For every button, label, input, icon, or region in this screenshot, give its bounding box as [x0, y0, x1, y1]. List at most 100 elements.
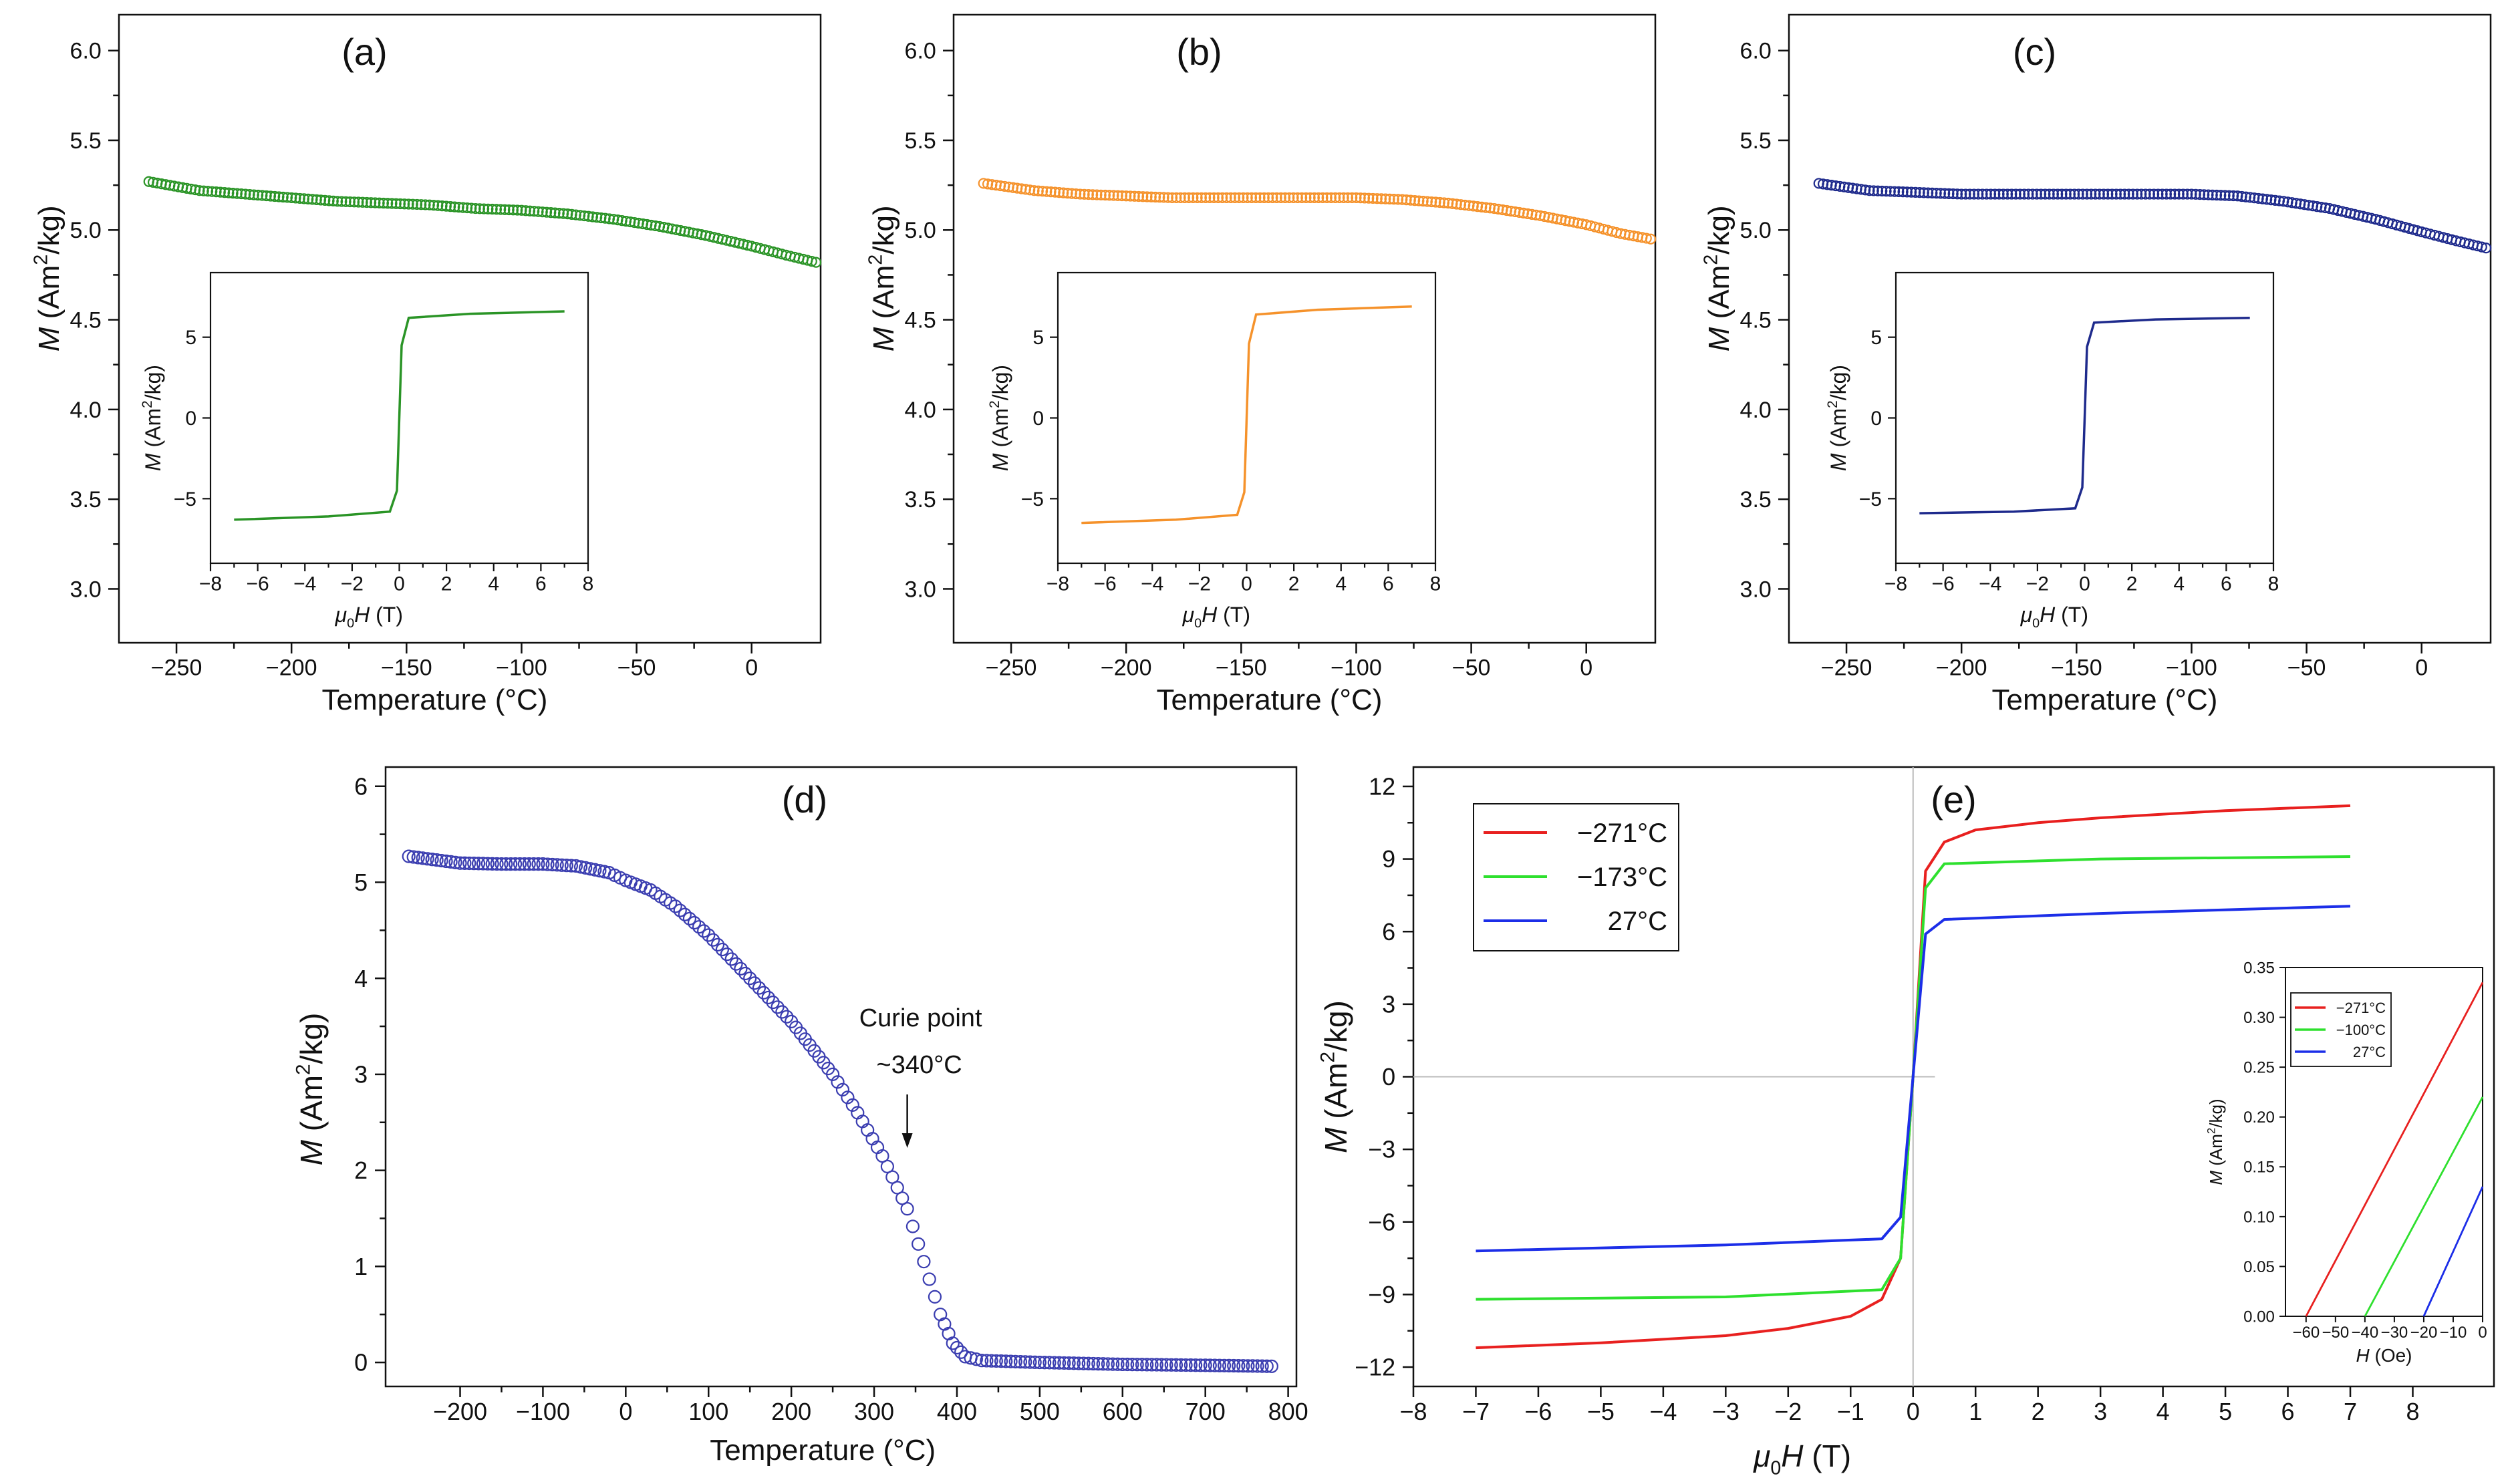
y-tick-label: 0.30: [2243, 1009, 2275, 1027]
data-point: [353, 196, 364, 208]
unit: (T): [370, 603, 403, 627]
x-tick-label: −100: [516, 1398, 570, 1425]
data-point: [1183, 192, 1195, 204]
data-point: [1397, 194, 1408, 205]
data-point: [2060, 188, 2072, 200]
data-point: [1838, 181, 1850, 192]
data-point: [1072, 1356, 1086, 1370]
y-tick-label: 3.5: [70, 487, 102, 512]
y-tick-label: 3.0: [905, 577, 936, 602]
data-point: [969, 1352, 983, 1366]
x-tick-label: 0: [2079, 573, 2090, 595]
y-label-symbol: M: [1703, 327, 1735, 351]
data-point: [1058, 187, 1069, 198]
h-symbol: H: [2040, 603, 2056, 627]
data-point: [439, 854, 453, 869]
y-tick-label: 5.0: [70, 218, 102, 243]
mu: μ: [2020, 603, 2033, 627]
series-line: [2422, 1186, 2484, 1317]
data-point: [835, 1082, 850, 1097]
data-point: [729, 957, 743, 971]
panel-b: −250 −200 −150 −100 −50 03.03.54.04.55.05.56.…: [865, 13, 1657, 716]
data-point: [1522, 208, 1534, 219]
y-label-symbol: M: [2206, 1171, 2226, 1185]
data-point: [2056, 188, 2068, 200]
data-point: [1918, 187, 1929, 198]
data-point: [2036, 188, 2047, 200]
x-tick-label: −6: [1932, 573, 1955, 595]
data-point: [2069, 188, 2080, 200]
data-point: [537, 206, 548, 218]
data-point: [1140, 1358, 1154, 1372]
data-point: [2249, 192, 2260, 204]
inset-e: −60 −50 −40 −30 −20 −10 0 0.00 0.05 0.10 0.15 0.20 0…: [2205, 959, 2487, 1366]
panel-e: −8 −7 −6 −5 −4 −3 −2 −1 0 1 2 3 4 5 6 7 8−12−9−6−3036912…: [1317, 766, 2495, 1479]
data-point: [2102, 188, 2114, 200]
y-label-superscript: 2: [140, 400, 155, 408]
y-tick-label: 12: [1369, 773, 1395, 800]
y-tick-label: 6: [354, 772, 368, 800]
data-point: [1426, 196, 1437, 208]
data-point: [1417, 195, 1429, 207]
y-label-unit-b: /kg): [1703, 205, 1735, 254]
data-point: [1973, 188, 1984, 200]
data-point: [1514, 206, 1525, 218]
data-point: [261, 190, 272, 202]
data-point: [1104, 190, 1115, 201]
y-tick-label: 0.20: [2243, 1108, 2275, 1127]
data-point: [1194, 1358, 1208, 1372]
data-point: [1192, 192, 1203, 204]
data-point: [1149, 191, 1161, 203]
data-point: [2290, 198, 2302, 209]
data-point: [198, 185, 209, 196]
data-point: [1179, 192, 1190, 204]
y-axis-label: M (Am2/kg): [1317, 1000, 1353, 1153]
data-point: [1822, 179, 1833, 190]
y-tick-label: 4.0: [70, 398, 102, 423]
data-point: [2286, 197, 2297, 208]
data-point: [315, 194, 327, 206]
data-point: [1325, 192, 1337, 204]
data-point: [1434, 196, 1445, 208]
x-tick-label: 7: [2344, 1398, 2357, 1425]
data-point: [1497, 204, 1508, 216]
x-tick-label: −4: [1979, 573, 2001, 595]
data-point: [780, 1010, 794, 1024]
x-tick-label: 0: [2415, 655, 2428, 680]
data-point: [411, 851, 425, 865]
data-point: [1091, 1356, 1105, 1371]
x-tick-label: 2: [441, 573, 452, 595]
data-point: [1101, 1357, 1115, 1371]
data-point: [2023, 188, 2034, 200]
y-tick-label: 3.5: [905, 487, 936, 512]
x-tick-label: −8: [199, 573, 222, 595]
data-point: [702, 928, 716, 942]
y-tick-label: 0: [185, 408, 196, 430]
data-point: [485, 857, 499, 871]
x-tick-label: −50: [2322, 1324, 2349, 1342]
data-point: [503, 204, 515, 216]
x-axis-label: μ0H (T): [1753, 1439, 1851, 1479]
data-point: [1004, 1354, 1018, 1368]
x-tick-label: 8: [1430, 573, 1441, 595]
data-point: [2177, 188, 2189, 200]
x-tick-label: 0: [619, 1398, 632, 1425]
x-tick-label: −40: [2352, 1324, 2379, 1342]
data-point: [1338, 192, 1349, 204]
data-point: [440, 200, 452, 212]
data-point: [402, 849, 416, 863]
y-label-superscript: 2: [1700, 255, 1721, 265]
x-tick-label: −150: [2051, 655, 2102, 680]
data-point: [227, 188, 239, 199]
y-axis-label: M (Am2/kg): [1825, 365, 1850, 471]
data-point: [986, 179, 998, 190]
data-point: [1217, 192, 1228, 204]
x-tick-label: 0: [2478, 1324, 2487, 1342]
data-point: [1476, 201, 1488, 212]
y-tick-label: 0.10: [2243, 1208, 2275, 1226]
data-point: [595, 212, 607, 224]
x-tick-label: −250: [151, 655, 202, 680]
data-point: [206, 186, 218, 197]
data-point: [917, 1255, 931, 1269]
y-label-symbol: M: [141, 453, 165, 471]
